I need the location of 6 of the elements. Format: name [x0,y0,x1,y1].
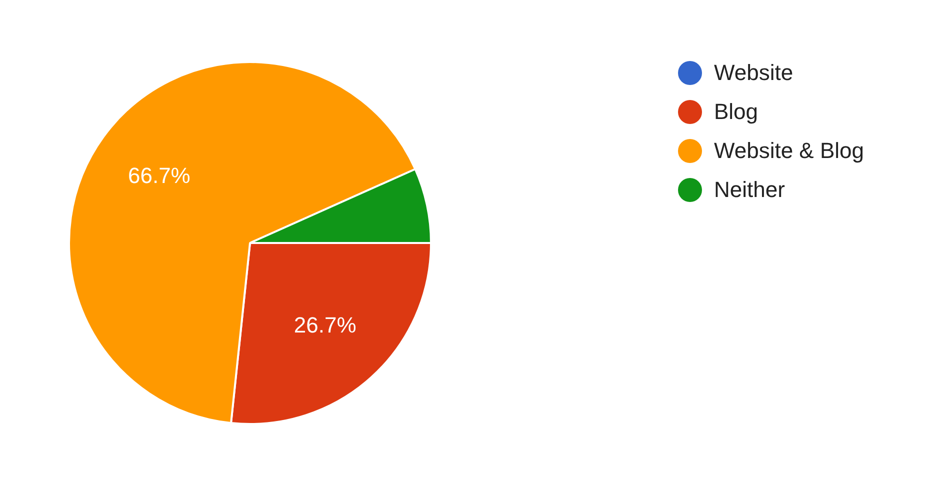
data-label: 26.7% [294,312,356,338]
data-label: 66.7% [128,163,190,188]
legend-label: Website [714,60,794,86]
legend-label: Neither [714,177,785,203]
legend-label: Blog [714,99,758,125]
legend-label: Website & Blog [714,138,864,164]
